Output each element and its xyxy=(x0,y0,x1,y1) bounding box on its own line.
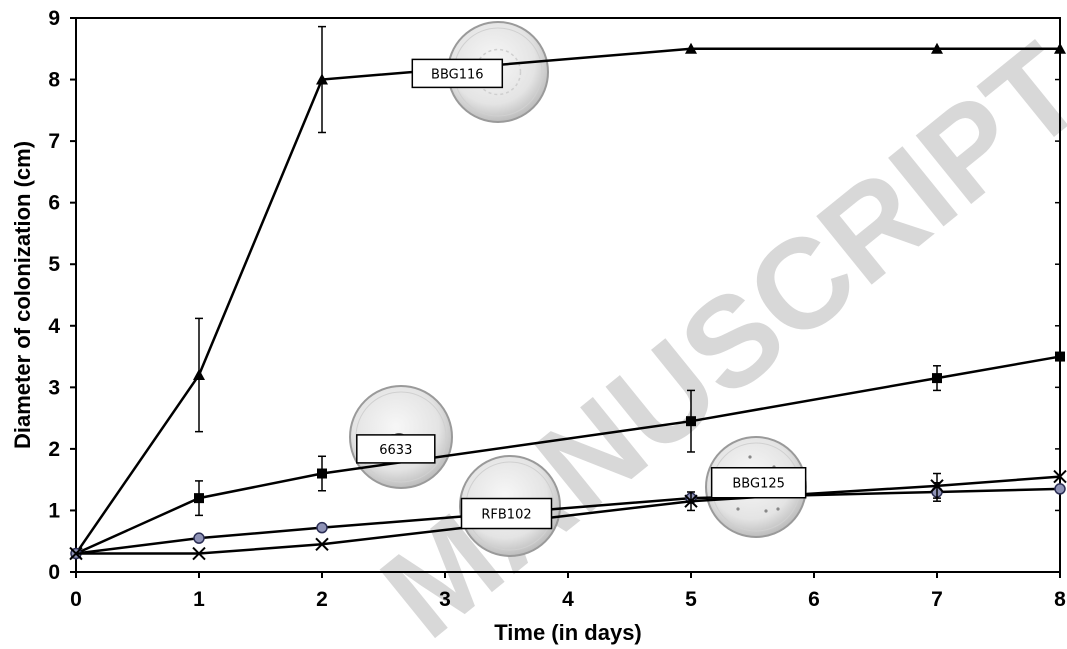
label-text: 6633 xyxy=(379,443,412,458)
label-box xyxy=(411,58,504,89)
data-point xyxy=(931,42,943,54)
y-tick-label: 0 xyxy=(48,561,60,584)
series-6633 xyxy=(71,351,1065,559)
y-tick-label: 1 xyxy=(48,499,60,522)
y-tick-label: 5 xyxy=(48,253,60,276)
label-text: BBG116 xyxy=(431,67,484,82)
label-text: BBG125 xyxy=(732,477,785,492)
x-axis-title: Time (in days) xyxy=(494,620,642,645)
series-BBG116 xyxy=(70,25,1066,559)
x-tick-label: 2 xyxy=(316,588,328,611)
x-tick-label: 6 xyxy=(808,588,820,611)
y-tick-label: 4 xyxy=(48,315,60,338)
strain-label-RFB102: RFB102 xyxy=(460,497,553,530)
data-point xyxy=(932,373,942,384)
data-point xyxy=(315,537,329,552)
plot-axes: 0 1 2 3 4 5 6 7 8 9 0 1 2 3 4 5 6 7 8 Time (in days) Diamete… xyxy=(10,7,1066,645)
x-tick-label: 4 xyxy=(562,588,574,611)
x-tick-label: 7 xyxy=(931,588,943,611)
strain-label-BBG125: BBG125 xyxy=(710,466,807,499)
data-point xyxy=(316,73,328,85)
series-line xyxy=(75,355,1061,555)
series-line xyxy=(74,47,1060,555)
speck xyxy=(736,507,740,511)
data-point xyxy=(1054,42,1066,54)
colony-ring xyxy=(474,48,522,96)
label-box xyxy=(710,466,807,499)
x-tick-label: 5 xyxy=(685,588,697,611)
data-point xyxy=(69,546,83,561)
speck xyxy=(764,509,768,513)
x-tick-label: 1 xyxy=(193,588,205,611)
data-point xyxy=(193,369,205,381)
strain-label-6633: 6633 xyxy=(356,434,436,464)
y-tick-label: 7 xyxy=(48,130,60,153)
dish-inner xyxy=(355,391,447,483)
data-point xyxy=(684,494,698,508)
x-tick-label: 3 xyxy=(439,588,451,611)
data-point xyxy=(316,521,328,534)
data-point xyxy=(1054,483,1066,495)
y-tick-label: 6 xyxy=(48,192,60,215)
speck xyxy=(748,455,752,459)
strain-labels: BBG116 6633 RFB102 BBG125 xyxy=(356,58,807,530)
label-text: RFB102 xyxy=(481,508,531,523)
y-axis-title: Diameter of colonization (cm) xyxy=(10,141,35,449)
data-point xyxy=(685,42,697,54)
x-tick-label: 0 xyxy=(70,588,82,611)
speck xyxy=(776,507,780,511)
y-tick-label: 2 xyxy=(48,438,60,461)
data-point xyxy=(686,416,696,427)
y-tick-label: 8 xyxy=(48,69,60,92)
data-point xyxy=(317,468,327,479)
data-point xyxy=(1053,469,1067,484)
label-box xyxy=(356,434,436,464)
watermark: MANUSCRIPT xyxy=(356,17,1067,649)
data-point xyxy=(193,532,205,544)
data-point xyxy=(930,479,944,493)
data-point xyxy=(192,546,206,561)
data-point xyxy=(194,493,204,504)
y-tick-label: 9 xyxy=(48,7,60,30)
x-tick-label: 8 xyxy=(1054,588,1066,611)
data-point xyxy=(1055,351,1065,362)
y-tick-label: 3 xyxy=(48,376,60,399)
data-series xyxy=(69,25,1067,561)
strain-label-BBG116: BBG116 xyxy=(411,58,504,89)
watermark-text: MANUSCRIPT xyxy=(356,17,1067,649)
label-box xyxy=(460,497,553,530)
